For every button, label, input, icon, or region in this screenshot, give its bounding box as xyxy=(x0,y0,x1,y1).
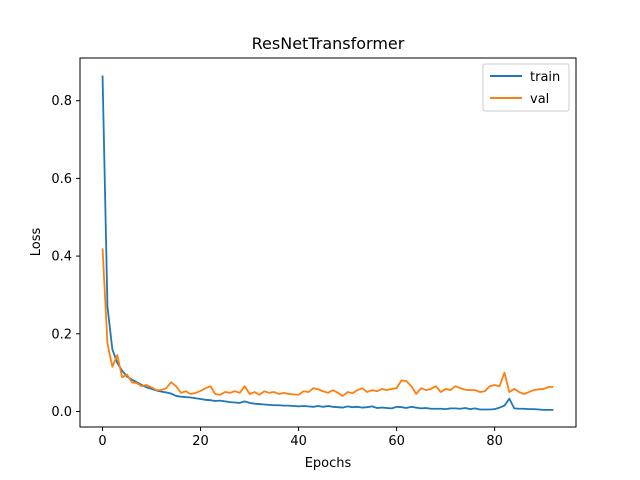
plot-frame xyxy=(79,57,577,428)
legend-val-label: val xyxy=(530,92,549,107)
plot-lines xyxy=(101,75,554,411)
x-tick-label: 80 xyxy=(486,434,503,449)
y-axis-label: Loss xyxy=(29,228,44,257)
train-series-line xyxy=(101,75,554,411)
y-tick-label: 0.0 xyxy=(51,405,72,420)
y-tick-label: 0.6 xyxy=(51,172,72,187)
y-axis-ticks: 0.0 0.2 0.4 0.6 0.8 xyxy=(51,94,80,420)
y-tick-label: 0.4 xyxy=(51,250,72,265)
x-axis-label: Epochs xyxy=(305,456,352,471)
chart-title: ResNetTransformer xyxy=(252,34,405,53)
val-series-line xyxy=(101,248,554,397)
x-axis-ticks: 0 20 40 60 80 xyxy=(98,427,503,449)
legend-train-label: train xyxy=(530,70,560,85)
x-tick-label: 20 xyxy=(192,434,209,449)
x-tick-label: 40 xyxy=(290,434,307,449)
y-tick-label: 0.2 xyxy=(51,327,72,342)
y-tick-label: 0.8 xyxy=(51,94,72,109)
x-tick-label: 60 xyxy=(388,434,405,449)
legend: train val xyxy=(482,63,570,112)
x-tick-label: 0 xyxy=(98,434,106,449)
